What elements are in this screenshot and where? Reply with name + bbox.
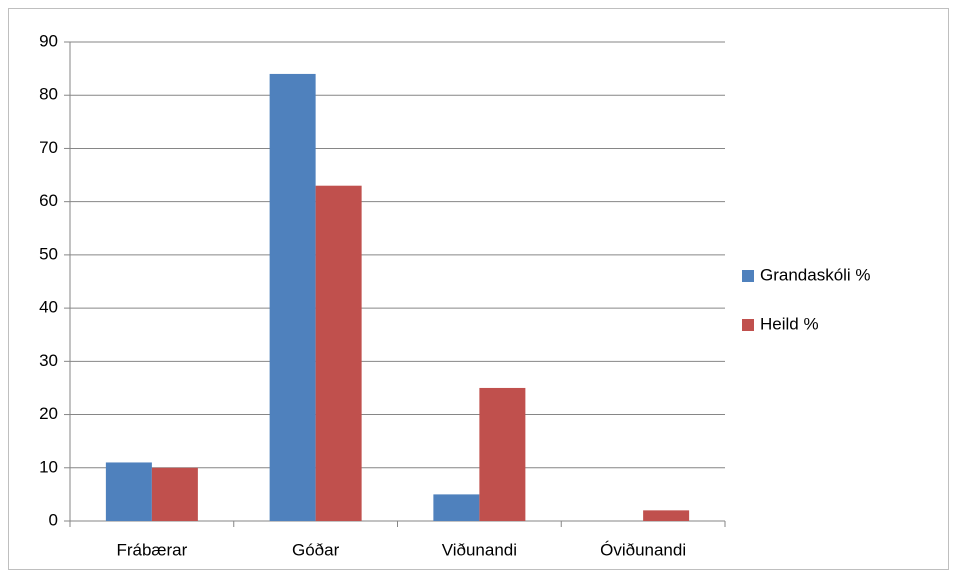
bar — [105, 462, 152, 521]
x-tick-label: Frábærar — [116, 540, 187, 559]
legend-swatch — [742, 319, 754, 331]
bar — [433, 494, 480, 521]
y-tick-label: 20 — [39, 404, 58, 423]
y-tick-label: 70 — [39, 138, 58, 157]
y-tick-label: 30 — [39, 351, 58, 370]
legend-swatch — [742, 270, 754, 282]
y-tick-label: 60 — [39, 191, 58, 210]
x-tick-label: Viðunandi — [442, 540, 517, 559]
bar — [151, 467, 198, 521]
legend-label: Heild % — [760, 314, 819, 333]
y-tick-label: 80 — [39, 85, 58, 104]
x-tick-label: Óviðunandi — [600, 540, 686, 559]
bar — [315, 185, 362, 521]
x-tick-label: Góðar — [292, 540, 340, 559]
bar — [269, 73, 316, 521]
legend-label: Grandaskóli % — [760, 265, 871, 284]
y-tick-label: 10 — [39, 457, 58, 476]
bar — [479, 387, 526, 521]
y-tick-label: 40 — [39, 298, 58, 317]
y-tick-label: 0 — [49, 510, 58, 529]
bar — [643, 510, 690, 521]
y-tick-label: 50 — [39, 244, 58, 263]
y-tick-label: 90 — [39, 31, 58, 50]
